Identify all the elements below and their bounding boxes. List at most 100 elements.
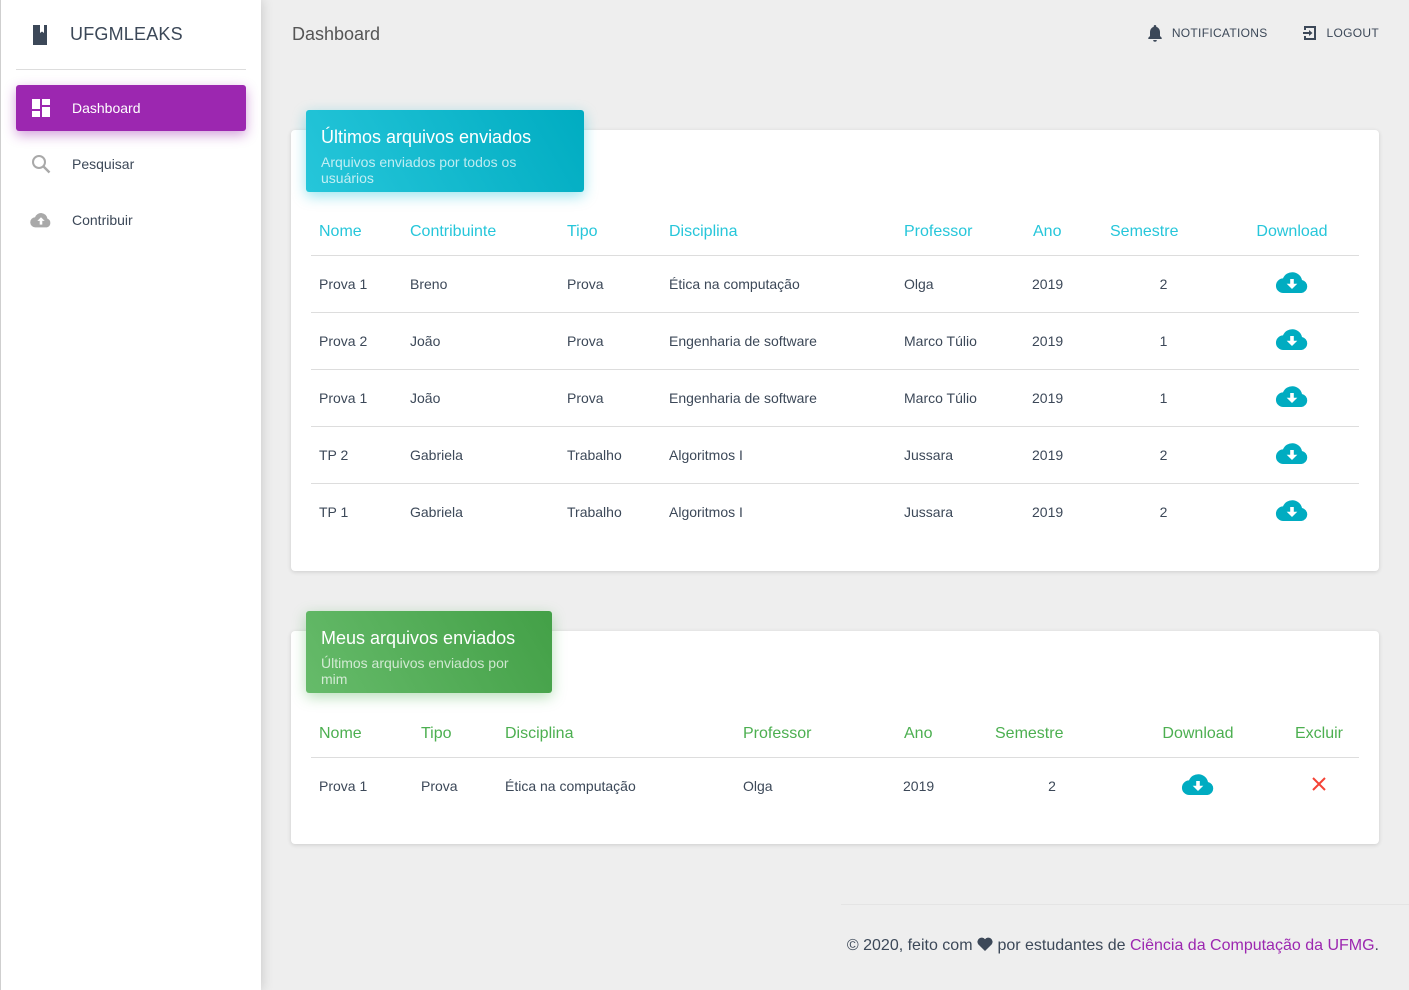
card-subtitle: Arquivos enviados por todos os usuários xyxy=(321,154,517,186)
footer-suffix: . xyxy=(1374,937,1379,954)
table-cell: 2 xyxy=(1102,255,1225,313)
table-cell: Prova 1 xyxy=(319,777,368,794)
delete-icon[interactable] xyxy=(1311,776,1327,795)
table-row: Prova 2 João Prova Engenharia de software Ma… xyxy=(311,312,1359,370)
dashboard-icon xyxy=(30,97,52,119)
table-cell: 2019 xyxy=(1032,503,1064,520)
table-cell: Gabriela xyxy=(402,426,559,484)
table-cell: Ética na computação xyxy=(505,777,636,794)
cloud-download-icon[interactable] xyxy=(1275,441,1309,468)
search-icon xyxy=(30,153,52,175)
table-cell: 1 xyxy=(1102,369,1225,427)
table-cell: TP 1 xyxy=(319,503,349,520)
table-cell: Olga xyxy=(743,777,773,794)
table-cell xyxy=(1225,483,1359,540)
sidebar-item-label: Dashboard xyxy=(72,100,141,116)
footer-prefix: © 2020, feito com xyxy=(846,937,973,954)
table-cell: Engenharia de software xyxy=(661,312,896,370)
recent-files-header: Últimos arquivos enviados Arquivos envia… xyxy=(306,110,584,192)
cloud-download-icon[interactable] xyxy=(1275,498,1309,525)
logout-label: LOGOUT xyxy=(1326,26,1379,40)
notifications-label: NOTIFICATIONS xyxy=(1171,26,1268,40)
card-title: Meus arquivos enviados xyxy=(321,628,516,648)
my-files-body: Prova 1 Prova Ética na computação Olga 2019 2 xyxy=(311,757,1359,814)
column-header: Disciplina xyxy=(661,210,896,256)
brand-title: UFGMLEAKS xyxy=(70,24,183,44)
logout-button[interactable]: LOGOUT xyxy=(1302,25,1379,41)
cloud-download-icon[interactable] xyxy=(1275,327,1309,354)
table-cell: Prova xyxy=(421,777,458,794)
table-row: TP 1 Gabriela Trabalho Algoritmos I Jussara 2… xyxy=(311,483,1359,540)
footer-middle: por estudantes de xyxy=(997,937,1126,954)
table-cell: Prova xyxy=(559,369,661,427)
card-subtitle: Últimos arquivos enviados por mim xyxy=(321,655,509,687)
column-header: Ano xyxy=(1025,210,1102,256)
brand[interactable]: UFGMLEAKS xyxy=(16,0,246,70)
column-header: Professor xyxy=(896,210,1025,256)
table-cell: João xyxy=(402,312,559,370)
table-header-row: Nome Contribuinte Tipo Disciplina Profes… xyxy=(311,210,1359,256)
cloud-download-icon[interactable] xyxy=(1181,772,1215,799)
cloud-download-icon[interactable] xyxy=(1275,384,1309,411)
table-cell: Prova xyxy=(559,255,661,313)
bell-icon xyxy=(1148,25,1162,42)
heart-icon xyxy=(977,937,997,954)
table-cell xyxy=(1225,312,1359,370)
table-cell: Trabalho xyxy=(559,426,661,484)
table-row: TP 2 Gabriela Trabalho Algoritmos I Jussara 2… xyxy=(311,426,1359,484)
topbar-actions: NOTIFICATIONS LOGOUT xyxy=(1113,24,1379,42)
card-title: Últimos arquivos enviados xyxy=(321,127,532,147)
table-cell: Marco Túlio xyxy=(896,312,1025,370)
table-cell: Jussara xyxy=(904,503,954,520)
table-cell: Olga xyxy=(896,255,1025,313)
notifications-button[interactable]: NOTIFICATIONS xyxy=(1147,24,1268,42)
table-cell: 2 xyxy=(1048,777,1056,794)
column-header: Professor xyxy=(735,712,896,758)
column-header: Semestre xyxy=(987,712,1117,758)
table-cell: João xyxy=(402,369,559,427)
page-title: Dashboard xyxy=(292,24,381,44)
recent-files-card: Últimos arquivos enviados Arquivos envia… xyxy=(291,110,1379,571)
table-cell: Marco Túlio xyxy=(896,369,1025,427)
footer-link[interactable]: Ciência da Computação da UFMG xyxy=(1129,937,1375,954)
table-cell xyxy=(1279,757,1359,814)
sidebar-item-dashboard[interactable]: Dashboard xyxy=(16,85,246,131)
table-cell: 2 xyxy=(1102,426,1225,484)
table-cell xyxy=(1225,369,1359,427)
sidebar-nav: Dashboard Pesquisar Contribuir xyxy=(1,85,261,243)
column-header: Semestre xyxy=(1102,210,1225,256)
table-cell: 2019 xyxy=(1025,255,1102,313)
book-icon xyxy=(31,24,49,46)
table-cell: 2019 xyxy=(1025,312,1102,370)
table-cell: Breno xyxy=(402,255,559,313)
table-row: Prova 1 Prova Ética na computação Olga 2019 2 xyxy=(311,757,1359,814)
logout-icon xyxy=(1302,26,1316,40)
table-cell: 2019 xyxy=(903,777,935,794)
column-header: Tipo xyxy=(413,712,497,758)
sidebar-item-contribuir[interactable]: Contribuir xyxy=(16,197,246,243)
column-header: Ano xyxy=(896,712,987,758)
table-cell: 2019 xyxy=(1025,426,1102,484)
footer: © 2020, feito com por estudantes de Ciên… xyxy=(847,937,1379,955)
cloud-upload-icon xyxy=(30,209,52,231)
table-cell: TP 2 xyxy=(311,426,402,484)
table-cell: Prova 1 xyxy=(311,369,402,427)
table-cell: Engenharia de software xyxy=(661,369,896,427)
table-cell xyxy=(1225,255,1359,313)
column-header: Download xyxy=(1225,210,1359,256)
my-files-header: Meus arquivos enviados Últimos arquivos … xyxy=(306,611,552,693)
table-cell: Prova xyxy=(559,312,661,370)
recent-files-table: Nome Contribuinte Tipo Disciplina Profes… xyxy=(311,210,1359,540)
table-header-row: Nome Tipo Disciplina Professor Ano Semes… xyxy=(311,712,1359,758)
table-cell: Algoritmos I xyxy=(661,426,896,484)
table-cell: Prova 2 xyxy=(311,312,402,370)
sidebar-item-pesquisar[interactable]: Pesquisar xyxy=(16,141,246,187)
table-cell: 1 xyxy=(1102,312,1225,370)
cloud-download-icon[interactable] xyxy=(1275,270,1309,297)
sidebar-item-label: Pesquisar xyxy=(72,156,135,172)
table-cell: 2019 xyxy=(1025,369,1102,427)
table-cell: Jussara xyxy=(896,426,1025,484)
column-header: Disciplina xyxy=(497,712,735,758)
table-cell: Ética na computação xyxy=(661,255,896,313)
sidebar: UFGMLEAKS Dashboard Pesquisar Contribuir xyxy=(0,0,261,990)
